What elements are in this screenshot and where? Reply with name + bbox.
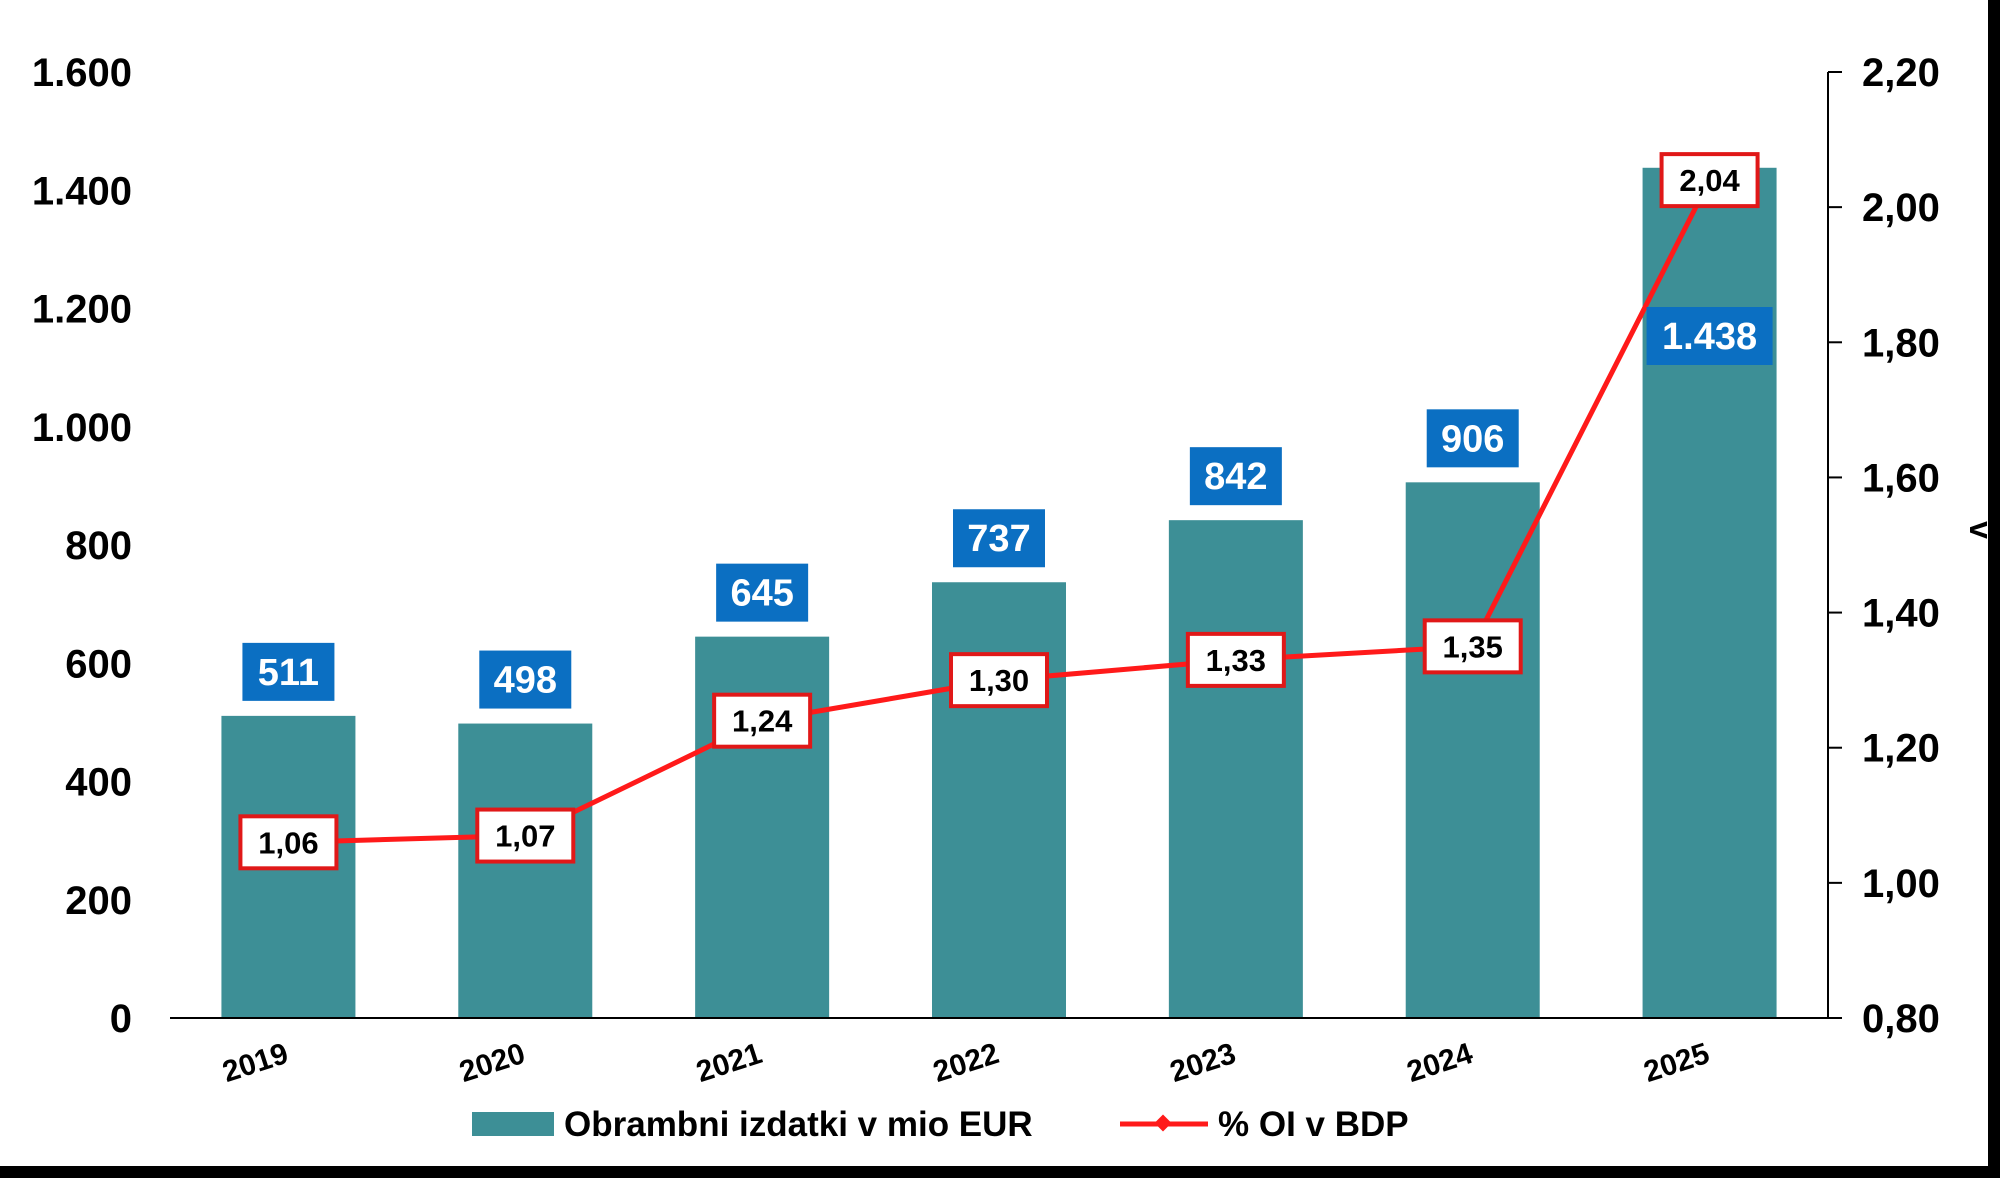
frame-border-right (1988, 0, 2000, 1178)
bar-data-label: 906 (1441, 418, 1504, 460)
bar-data-label: 498 (494, 660, 557, 702)
bar-2022 (932, 582, 1066, 1018)
y-right-tick-label: 2,00 (1862, 186, 1940, 230)
bars-layer (221, 167, 1777, 1019)
bar-data-label: 645 (730, 573, 793, 615)
line-label-box (238, 814, 339, 871)
legend-label-bar: Obrambni izdatki v mio EUR (564, 1105, 1033, 1144)
legend: Obrambni izdatki v mio EUR % OI v BDP (472, 1105, 1409, 1144)
line-data-label: 2,04 (1679, 163, 1740, 198)
y-left-tick-label: 200 (65, 879, 132, 923)
y-left-tick-label: 800 (65, 524, 132, 568)
line-label-box (1659, 152, 1760, 209)
bar-2025 (1642, 167, 1777, 1019)
bar-data-label: 842 (1204, 456, 1267, 498)
bar-label-box (1646, 307, 1773, 365)
bar-2023 (1168, 520, 1303, 1018)
y-left-tick-label: 600 (65, 642, 132, 686)
bar-2024 (1405, 482, 1540, 1018)
bar-data-label: 511 (258, 652, 319, 694)
y-right-tick-label: 1,00 (1862, 862, 1940, 906)
bar-data-label: 737 (967, 518, 1030, 560)
x-tick-label: 2022 (929, 1037, 1003, 1089)
x-tick-label: 2020 (456, 1037, 530, 1089)
frame-border-bottom (0, 1166, 2000, 1178)
y-left-tick-label: 1.200 (32, 288, 132, 332)
bar-label-box (242, 642, 335, 701)
x-tick-label: 2025 (1640, 1037, 1714, 1089)
line-label-box (949, 652, 1049, 709)
line-label-box (1185, 631, 1286, 688)
x-tick-label: 2024 (1403, 1037, 1477, 1089)
y-left-tick-label: 1.400 (32, 169, 132, 213)
y-right-tick-label: 1,80 (1862, 321, 1940, 365)
y-left-tick-label: 0 (110, 997, 132, 1041)
labels-layer: 1,06 1,07 1,24 1,30 1,33 1,35 2,04 511 498 645 737… (238, 152, 1773, 871)
bar-2020 (458, 723, 593, 1018)
line-data-label: 1,06 (258, 825, 318, 860)
x-tick-label: 2021 (692, 1037, 766, 1089)
y-right-tick-label: 1,20 (1862, 727, 1940, 771)
bar-label-box (479, 650, 572, 709)
line-label-box (1422, 618, 1523, 675)
axes-layer: 0 200 400 600 800 1.000 1.200 1.400 1.600 0,80 1,0… (32, 51, 1999, 1089)
y-left-tick-label: 1.000 (32, 406, 132, 450)
line-data-label: 1,33 (1206, 643, 1266, 678)
legend-marker-diamond (1154, 1114, 1172, 1132)
y-right-tick-label: 1,40 (1862, 592, 1940, 636)
line-data-label: 1,24 (732, 704, 793, 739)
x-tick-label: 2019 (219, 1037, 293, 1089)
line-data-label: 1,35 (1443, 629, 1503, 664)
line-label-box (712, 692, 813, 749)
y-right-tick-label: 1,60 (1862, 456, 1940, 500)
y-right-tick-label: 0,80 (1862, 997, 1940, 1041)
bar-data-label: 1.438 (1662, 316, 1757, 358)
line-data-label: 1,30 (969, 663, 1029, 698)
y-left-tick-label: 1.600 (32, 51, 132, 95)
bar-label-box (1189, 447, 1282, 506)
legend-swatch-bar (472, 1112, 554, 1136)
line-label-box (475, 807, 576, 864)
bar-label-box (716, 563, 809, 622)
bar-label-box (953, 509, 1045, 568)
y-left-tick-label: 400 (65, 761, 132, 805)
bar-label-box (1426, 409, 1519, 468)
y-right-tick-label: 2,20 (1862, 51, 1940, 95)
x-tick-label: 2023 (1166, 1037, 1240, 1089)
legend-label-line: % OI v BDP (1218, 1105, 1409, 1144)
line-data-label: 1,07 (495, 819, 555, 854)
